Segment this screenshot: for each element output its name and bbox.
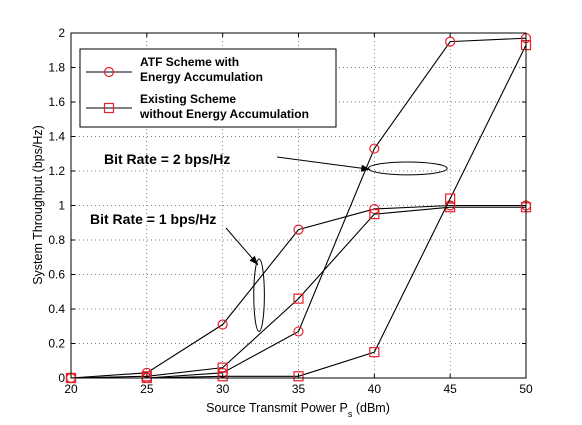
x-axis-label: Source Transmit Power Ps (dBm) [206, 401, 390, 419]
legend-label-atf-line2: Energy Accumulation [140, 70, 263, 84]
y-tick-label: 1.2 [48, 164, 65, 178]
y-tick-label: 0.4 [48, 302, 65, 316]
x-tick-label: 35 [292, 382, 306, 396]
x-axis-label-subscript: s [348, 409, 353, 419]
ellipse-bit-rate-1 [253, 258, 265, 332]
y-axis-label: System Throughput (bps/Hz) [31, 125, 45, 285]
data-point-circle [293, 224, 304, 235]
arrow-bit-rate-2 [276, 156, 371, 172]
annotation-bit-rate-2: Bit Rate = 2 bps/Hz [104, 151, 230, 167]
y-tick-label: 1 [58, 199, 65, 213]
x-tick-label: 25 [140, 382, 154, 396]
legend-entry-atf: ATF Scheme with Energy Accumulation [86, 55, 263, 84]
arrow-bit-rate-1 [225, 227, 259, 266]
x-tick-label: 45 [443, 382, 457, 396]
data-point-circle [369, 143, 380, 154]
data-point-circle [217, 319, 228, 330]
y-tick-label: 0 [58, 371, 65, 385]
legend-label-existing-line2: without Energy Accumulation [139, 107, 309, 121]
y-tick-label: 0.2 [48, 337, 65, 351]
x-tick-label: 50 [519, 382, 533, 396]
x-tick-label: 30 [216, 382, 230, 396]
y-tick-label: 0.8 [48, 233, 65, 247]
y-tick-label: 1.6 [48, 95, 65, 109]
legend-entry-existing: Existing Scheme without Energy Accumulat… [86, 92, 309, 121]
legend-marker-square [103, 102, 115, 114]
data-point-circle [369, 203, 380, 215]
legend: ATF Scheme with Energy Accumulation Exis… [79, 48, 337, 128]
x-tick-label: 40 [368, 382, 382, 396]
legend-marker-circle [103, 66, 115, 78]
annotations [225, 156, 448, 332]
data-point-square [293, 293, 304, 304]
series-line-0 [70, 204, 526, 379]
tick-labels: 20 25 30 35 40 45 50 0 0.2 0.4 0.6 0.8 1 1.2 1.4 1.6 1.8… [48, 26, 533, 396]
data-point-square [217, 371, 228, 382]
data-point-square [445, 193, 456, 204]
data-point-square [369, 347, 380, 358]
x-tick-label: 20 [64, 382, 78, 396]
data-point-circle [293, 326, 304, 337]
y-tick-label: 0.6 [48, 268, 65, 282]
y-tick-label: 1.8 [48, 61, 65, 75]
legend-label-existing-line1: Existing Scheme [140, 92, 236, 106]
legend-label-atf-line1: ATF Scheme with [140, 55, 239, 69]
annotation-bit-rate-1: Bit Rate = 1 bps/Hz [90, 211, 216, 227]
legend-box [79, 48, 337, 128]
y-tick-label: 1.4 [48, 130, 65, 144]
data-point-square [369, 209, 380, 220]
data-point-circle [445, 36, 456, 47]
y-tick-label: 2 [58, 26, 65, 40]
data-point-square [293, 371, 304, 382]
